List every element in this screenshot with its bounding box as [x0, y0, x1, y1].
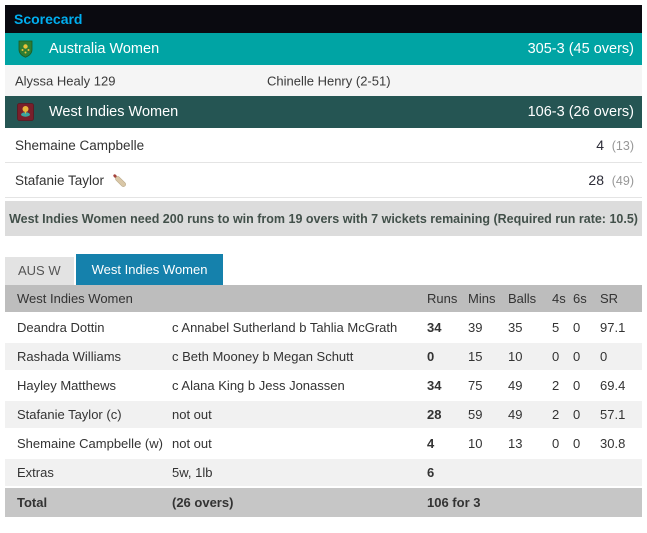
balls: 49 [508, 407, 523, 422]
mins: 75 [468, 378, 483, 393]
fours: 0 [552, 349, 560, 364]
col-header-4s: 4s [552, 291, 566, 306]
australia-summary-row: Alyssa Healy 129 Chinelle Henry (2-51) [5, 65, 642, 96]
team-name-west-indies: West Indies Women [49, 104, 179, 120]
australia-crest-icon [14, 40, 36, 58]
total-score: 106 for 3 [427, 495, 481, 510]
match-status-bar: West Indies Women need 200 runs to win f… [5, 201, 642, 236]
score-west-indies: 106-3 (26 overs) [527, 104, 634, 120]
score-australia: 305-3 (45 overs) [527, 41, 634, 57]
west-indies-crest-icon [14, 103, 36, 121]
table-row: Hayley Matthews c Alana King b Jess Jona… [5, 372, 642, 401]
batter-balls: (49) [611, 174, 634, 188]
balls: 35 [508, 320, 523, 335]
extras-runs: 6 [427, 465, 435, 480]
col-header-mins: Mins [468, 291, 496, 306]
total-label: Total [17, 495, 48, 510]
batter-score: 28 (49) [588, 172, 634, 188]
mins: 15 [468, 349, 483, 364]
player-name: Deandra Dottin [17, 320, 105, 335]
scorecard-title: Scorecard [14, 11, 83, 27]
strike-rate: 30.8 [600, 436, 626, 451]
innings-bar-australia[interactable]: Australia Women 305-3 (45 overs) [5, 33, 642, 65]
sixes: 0 [573, 349, 581, 364]
tab-aus-w[interactable]: AUS W [5, 257, 74, 285]
col-header-6s: 6s [573, 291, 587, 306]
on-strike-bat-icon [111, 172, 128, 189]
table-header-row: West Indies Women Runs Mins Balls 4s 6s … [5, 285, 642, 314]
batter-score: 4 (13) [596, 137, 634, 153]
scorecard-widget: Scorecard Australia Women 305-3 (45 over… [5, 5, 642, 517]
sixes: 0 [573, 378, 581, 393]
strike-rate: 0 [600, 349, 608, 364]
fours: 0 [552, 436, 560, 451]
batter-name: Stafanie Taylor [15, 172, 105, 188]
runs: 34 [427, 378, 442, 393]
fours: 2 [552, 407, 560, 422]
runs: 0 [427, 349, 435, 364]
mins: 39 [468, 320, 483, 335]
innings-tabs: AUS W West Indies Women [5, 254, 642, 285]
dismissal: not out [172, 407, 212, 422]
balls: 49 [508, 378, 523, 393]
table-row: Shemaine Campbelle (w) not out 4 10 13 0… [5, 430, 642, 459]
tab-west-indies-women[interactable]: West Indies Women [75, 254, 224, 285]
table-row: Rashada Williams c Beth Mooney b Megan S… [5, 343, 642, 372]
fours: 5 [552, 320, 560, 335]
batter-balls: (13) [611, 139, 634, 153]
strike-rate: 57.1 [600, 407, 626, 422]
current-batter-row: Shemaine Campbelle 4 (13) [5, 128, 642, 163]
total-overs: (26 overs) [172, 495, 234, 510]
fours: 2 [552, 378, 560, 393]
runs: 34 [427, 320, 442, 335]
extras-detail: 5w, 1lb [172, 465, 213, 480]
balls: 13 [508, 436, 523, 451]
batter-runs: 28 [588, 172, 604, 188]
dismissal: c Alana King b Jess Jonassen [172, 378, 345, 393]
innings-bar-west-indies[interactable]: West Indies Women 106-3 (26 overs) [5, 96, 642, 128]
sixes: 0 [573, 320, 581, 335]
strike-rate: 69.4 [600, 378, 626, 393]
dismissal: c Beth Mooney b Megan Schutt [172, 349, 354, 364]
batting-scorecard-table: West Indies Women Runs Mins Balls 4s 6s … [5, 285, 642, 517]
table-title: West Indies Women [17, 291, 133, 306]
mins: 10 [468, 436, 483, 451]
batter-runs: 4 [596, 137, 604, 153]
col-header-runs: Runs [427, 291, 458, 306]
dismissal: not out [172, 436, 212, 451]
scorecard-header: Scorecard [5, 5, 642, 33]
runs: 4 [427, 436, 435, 451]
current-batter-row: Stafanie Taylor 28 (49) [5, 163, 642, 198]
player-name: Shemaine Campbelle (w) [17, 436, 163, 451]
extras-row: Extras 5w, 1lb 6 [5, 459, 642, 488]
top-batter: Alyssa Healy 129 [15, 73, 116, 88]
player-name: Hayley Matthews [17, 378, 116, 393]
balls: 10 [508, 349, 523, 364]
col-header-sr: SR [600, 291, 619, 306]
runs: 28 [427, 407, 442, 422]
total-row: Total (26 overs) 106 for 3 [5, 488, 642, 517]
top-bowler: Chinelle Henry (2-51) [267, 73, 391, 88]
sixes: 0 [573, 407, 581, 422]
table-row: Deandra Dottin c Annabel Sutherland b Ta… [5, 314, 642, 343]
strike-rate: 97.1 [600, 320, 626, 335]
extras-label: Extras [17, 465, 54, 480]
match-status-message: West Indies Women need 200 runs to win f… [9, 211, 638, 226]
mins: 59 [468, 407, 483, 422]
table-row: Stafanie Taylor (c) not out 28 59 49 2 0… [5, 401, 642, 430]
player-name: Rashada Williams [17, 349, 122, 364]
col-header-balls: Balls [508, 291, 537, 306]
dismissal: c Annabel Sutherland b Tahlia McGrath [172, 320, 398, 335]
batter-name: Shemaine Campbelle [15, 137, 145, 153]
team-name-australia: Australia Women [49, 41, 160, 57]
sixes: 0 [573, 436, 581, 451]
player-name: Stafanie Taylor (c) [17, 407, 122, 422]
